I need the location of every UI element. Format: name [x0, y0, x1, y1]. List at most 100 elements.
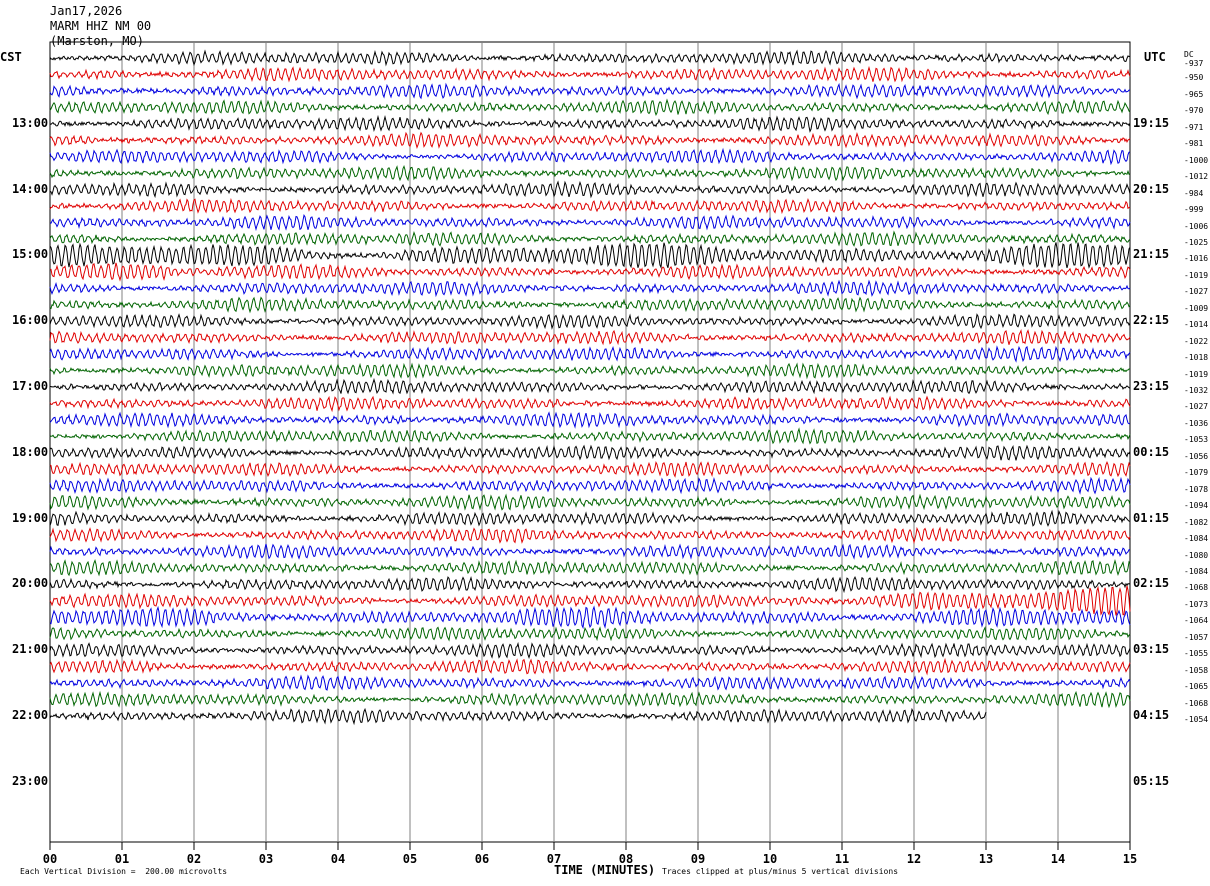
dc-offset-label: -1065 — [1184, 682, 1209, 692]
seismic-trace — [49, 147, 1131, 166]
seismic-trace — [49, 230, 1131, 247]
x-tick-label: 02 — [186, 852, 202, 866]
dc-offset-label: -1000 — [1184, 155, 1209, 165]
seismic-trace — [49, 585, 1131, 616]
dc-offset-label: -1006 — [1184, 221, 1209, 231]
dc-offset-label: -1014 — [1184, 320, 1209, 330]
dc-offset-label: -971 — [1184, 122, 1204, 132]
x-tick-label: 09 — [690, 852, 706, 866]
seismic-trace — [49, 461, 1131, 478]
seismic-trace — [50, 377, 1131, 395]
utc-hour-label: 00:15 — [1133, 444, 1170, 459]
dc-offset-label: -1056 — [1184, 451, 1209, 461]
seismic-trace — [49, 605, 1131, 630]
cst-hour-label: 20:00 — [12, 576, 49, 591]
seismic-trace — [49, 279, 1131, 298]
dc-offset-label: -1058 — [1184, 665, 1209, 675]
dc-offset-label: -950 — [1184, 73, 1204, 83]
utc-hour-label: 01:15 — [1133, 510, 1170, 525]
x-tick-label: 01 — [114, 852, 130, 866]
utc-hour-label: 20:15 — [1133, 181, 1170, 196]
x-tick-label: 10 — [762, 852, 778, 866]
dc-offset-label: -981 — [1184, 139, 1204, 149]
x-tick-label: 08 — [618, 852, 634, 866]
dc-offset-label: -1012 — [1184, 172, 1209, 182]
seismic-trace — [49, 657, 1131, 676]
dc-offset-label: -1064 — [1184, 616, 1209, 626]
header-location: (Marston, MO) — [50, 34, 144, 48]
x-tick-label: 05 — [402, 852, 418, 866]
utc-hour-label: 22:15 — [1133, 313, 1170, 328]
x-tick-label: 15 — [1122, 852, 1138, 866]
dc-offset-label: -1068 — [1184, 583, 1209, 593]
cst-hour-label: 17:00 — [12, 379, 49, 393]
dc-offset-label: -1019 — [1184, 369, 1209, 379]
dc-offset-label: -937 — [1184, 59, 1204, 68]
dc-offset-label: -1082 — [1184, 517, 1209, 527]
x-tick-label: 14 — [1050, 852, 1066, 866]
dc-offset-label: -1019 — [1184, 270, 1209, 280]
seismic-trace — [49, 576, 1131, 594]
seismic-trace — [49, 345, 1131, 363]
dc-offset-label: -1009 — [1184, 303, 1209, 313]
dc-offset-label: -1036 — [1184, 418, 1209, 428]
dc-offset-label: -1022 — [1184, 336, 1209, 346]
seismic-trace — [49, 707, 987, 726]
x-tick-label: 03 — [258, 852, 274, 866]
seismic-trace — [49, 262, 1131, 282]
seismic-trace — [49, 476, 1131, 495]
seismic-trace — [49, 164, 1131, 182]
dc-offset-label: -1094 — [1184, 501, 1209, 511]
dc-offset-label: -1018 — [1184, 353, 1209, 363]
cst-hour-label: 16:00 — [12, 313, 49, 328]
seismic-trace — [49, 690, 1131, 709]
x-tick-label: 12 — [906, 852, 922, 866]
seismic-trace — [49, 328, 1131, 346]
cst-hour-label: 14:00 — [12, 181, 49, 196]
cst-hour-label: 15:00 — [12, 247, 49, 262]
seismic-trace — [49, 411, 1131, 429]
dc-offset-label: -1025 — [1184, 237, 1209, 247]
seismic-trace — [49, 114, 1131, 133]
cst-hour-label: 23:00 — [12, 773, 49, 788]
dc-offset-label: -1032 — [1184, 386, 1209, 395]
header-date: Jan17,2026 — [50, 4, 123, 18]
seismic-trace — [49, 296, 1131, 314]
seismic-trace — [49, 674, 1131, 691]
dc-offset-label: -1054 — [1184, 715, 1209, 724]
dc-offset-label: -1027 — [1184, 287, 1209, 297]
dc-offset-label: -1027 — [1184, 402, 1209, 412]
dc-offset-label: -965 — [1184, 89, 1204, 99]
seismic-trace — [49, 543, 1130, 560]
dc-offset-label: -1053 — [1184, 435, 1209, 445]
plot-frame — [49, 41, 1131, 843]
x-tick-label: 06 — [474, 852, 490, 866]
utc-hour-label: 21:15 — [1133, 247, 1170, 262]
seismic-trace — [49, 444, 1131, 461]
cst-hour-label: 13:00 — [12, 115, 49, 130]
dc-offset-label: -1079 — [1184, 468, 1209, 478]
seismic-trace — [49, 313, 1131, 330]
seismic-trace — [49, 131, 1131, 149]
seismic-trace — [49, 362, 1131, 380]
utc-hour-label: 23:15 — [1133, 379, 1170, 393]
clip-note: Traces clipped at plus/minus 5 vertical … — [662, 867, 899, 876]
seismic-trace — [49, 49, 1131, 67]
dc-offset-label: -1084 — [1184, 566, 1209, 576]
seismic-trace — [49, 242, 1131, 269]
seismic-trace — [49, 82, 1131, 100]
utc-hour-label: 19:15 — [1133, 115, 1170, 130]
seismic-trace — [49, 558, 1131, 577]
seismic-trace — [49, 98, 1131, 116]
x-tick-label: 00 — [42, 852, 58, 866]
utc-hour-label: 02:15 — [1133, 576, 1170, 591]
seismic-trace — [49, 197, 1131, 215]
cst-hour-label: 18:00 — [12, 444, 49, 459]
header-station: MARM HHZ NM 00 — [50, 19, 152, 33]
utc-hour-label: 05:15 — [1133, 773, 1170, 788]
dc-header-label: DC — [1184, 50, 1194, 59]
dc-offset-label: -1080 — [1184, 550, 1209, 560]
seismic-trace — [49, 493, 1131, 511]
x-axis-label: TIME (MINUTES) — [554, 863, 656, 877]
